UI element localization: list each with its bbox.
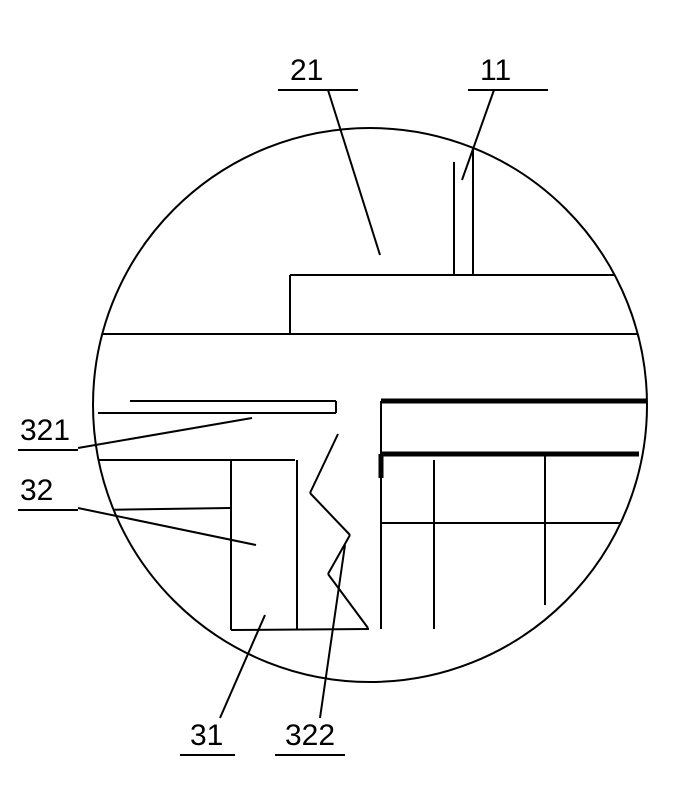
technical-diagram: 11 21 321 32 31 322 bbox=[0, 0, 687, 791]
construction-line bbox=[328, 535, 350, 574]
callout-label-321: 321 bbox=[20, 414, 70, 447]
callout-leader bbox=[328, 90, 380, 255]
callout-label-322: 322 bbox=[285, 719, 335, 752]
callout-leader bbox=[78, 418, 252, 448]
callout-leader bbox=[462, 90, 494, 180]
callout-label-31: 31 bbox=[190, 719, 223, 752]
callout-label-11: 11 bbox=[480, 54, 511, 87]
construction-line bbox=[95, 508, 230, 510]
construction-line bbox=[231, 629, 369, 630]
callout-leader bbox=[78, 508, 256, 545]
callout-leader bbox=[320, 545, 345, 718]
detail-circle bbox=[93, 128, 647, 682]
callout-label-32: 32 bbox=[20, 474, 53, 507]
construction-line bbox=[310, 434, 338, 493]
construction-line bbox=[310, 493, 350, 535]
callout-label-21: 21 bbox=[290, 54, 323, 87]
